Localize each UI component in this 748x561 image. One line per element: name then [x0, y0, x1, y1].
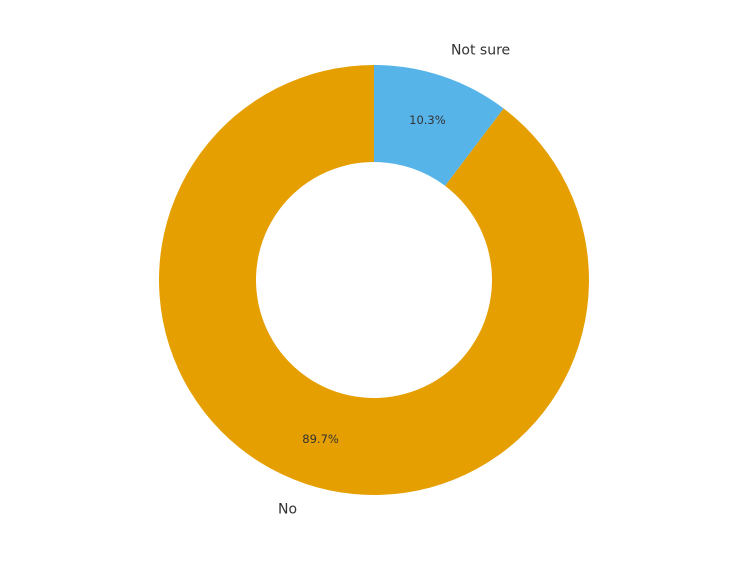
slice-label-no: No	[278, 501, 297, 517]
labels-group: Not sure 10.3% No 89.7%	[278, 43, 510, 518]
slice-no	[158, 65, 590, 495]
slice-not-sure	[374, 65, 504, 186]
slice-pct-no: 89.7%	[302, 432, 339, 446]
slices-group	[158, 65, 590, 495]
slice-label-not-sure: Not sure	[451, 43, 510, 59]
slice-pct-not-sure: 10.3%	[409, 113, 446, 127]
